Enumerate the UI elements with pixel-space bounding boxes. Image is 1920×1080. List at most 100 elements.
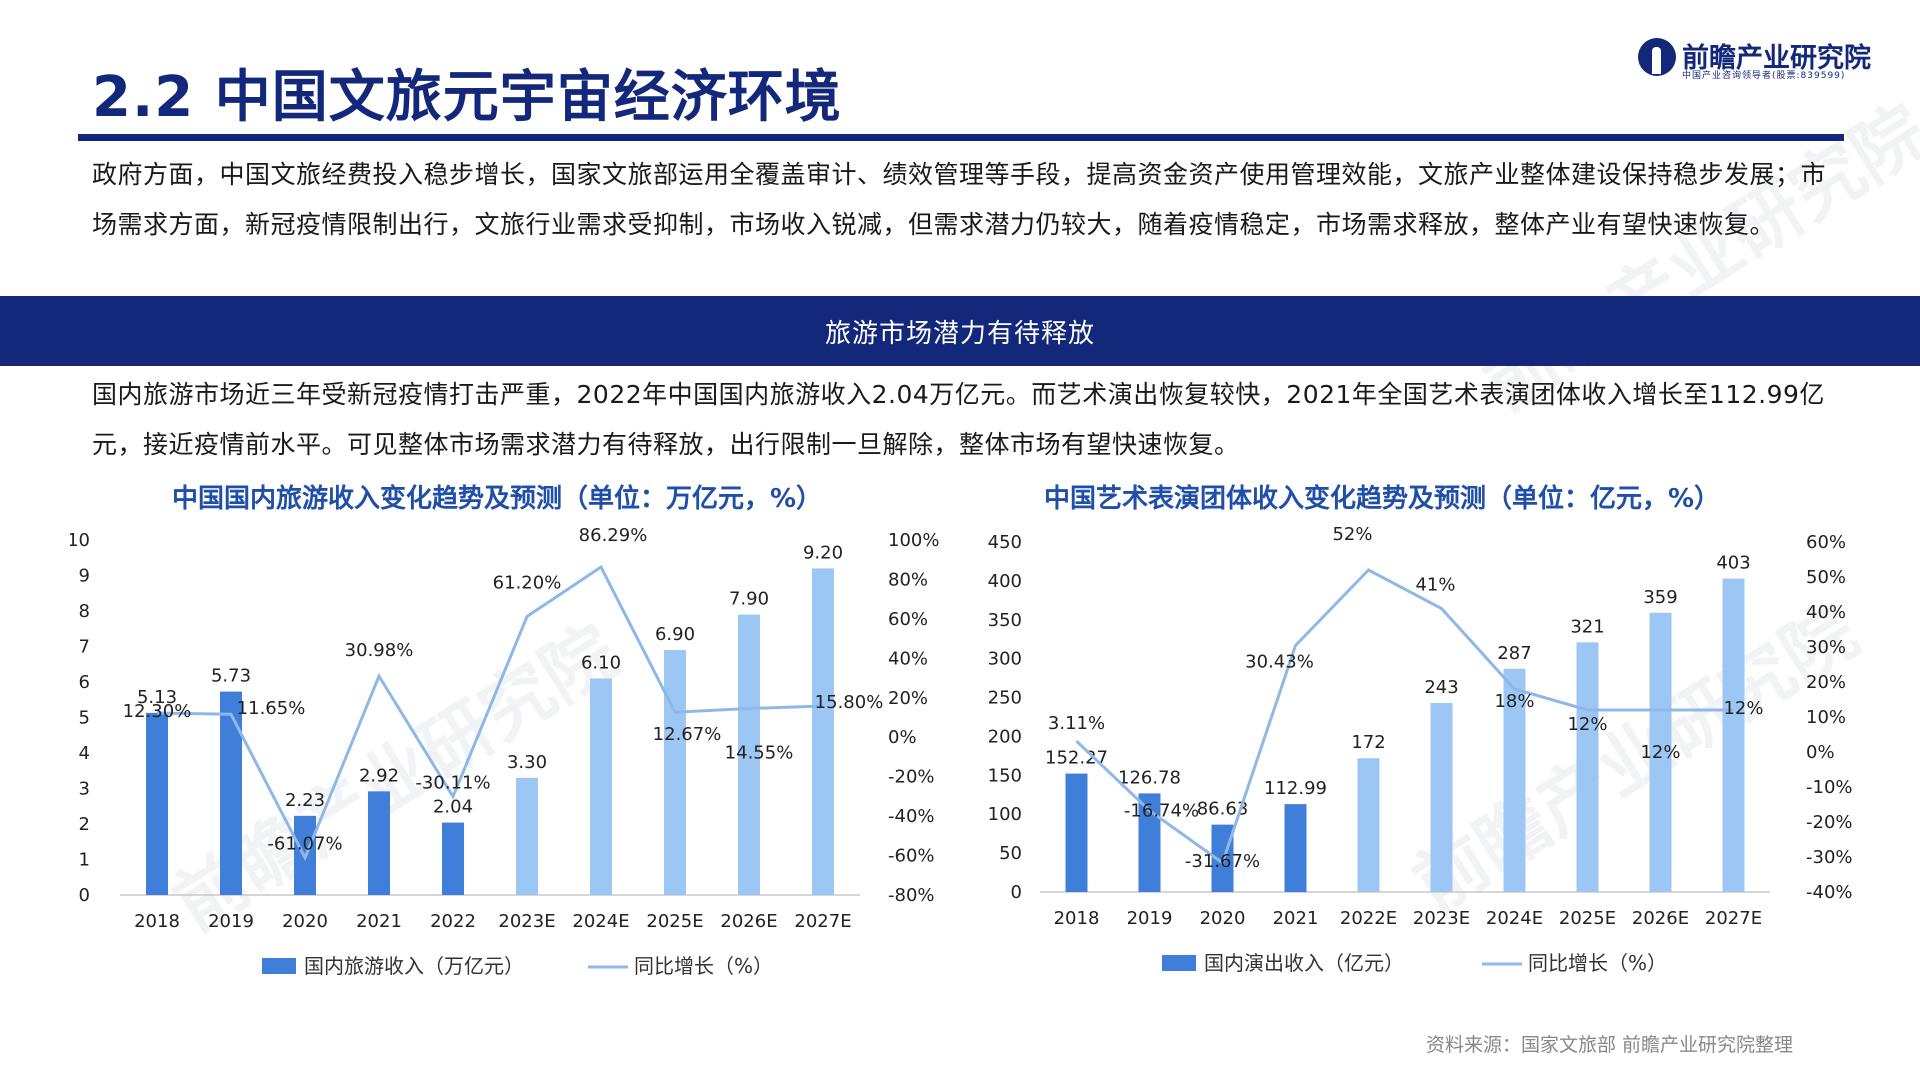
logo-tagline: 中国产业咨询领导者(股票:839599) xyxy=(1682,71,1846,81)
x-tick-label: 2023E xyxy=(1413,908,1470,929)
y-right-tick-label: 50% xyxy=(1806,567,1846,588)
bar-value-label: 2.23 xyxy=(285,790,325,811)
y-left-tick-label: 3 xyxy=(79,779,90,800)
y-left-tick-label: 50 xyxy=(999,843,1022,864)
y-left-tick-label: 250 xyxy=(988,688,1022,709)
y-right-tick-label: 80% xyxy=(888,569,928,590)
x-tick-label: 2022 xyxy=(430,911,476,932)
x-tick-label: 2018 xyxy=(1054,908,1100,929)
bar-value-label: 112.99 xyxy=(1264,778,1327,799)
x-tick-label: 2027E xyxy=(794,911,851,932)
y-right-tick-label: -80% xyxy=(888,885,935,906)
y-left-tick-label: 350 xyxy=(988,610,1022,631)
source-note: 资料来源：国家文旅部 前瞻产业研究院整理 xyxy=(1426,1034,1794,1056)
y-left-tick-label: 400 xyxy=(988,571,1022,592)
bar xyxy=(368,791,390,895)
y-right-tick-label: -60% xyxy=(888,846,935,867)
bar-value-label: 6.90 xyxy=(655,624,695,645)
bar xyxy=(146,712,168,895)
y-right-tick-label: 60% xyxy=(888,609,928,630)
section-heading-band: 旅游市场潜力有待释放 xyxy=(0,296,1920,366)
page-title: 2.2 中国文旅元宇宙经济环境 xyxy=(92,65,842,130)
bar xyxy=(590,678,612,895)
growth-value-label: -31.67% xyxy=(1185,851,1260,872)
bar xyxy=(1576,642,1599,892)
y-right-tick-label: 0% xyxy=(888,727,917,748)
bar-value-label: 359 xyxy=(1643,587,1677,608)
bar-value-label: 321 xyxy=(1570,616,1604,637)
x-tick-label: 2026E xyxy=(1632,908,1689,929)
bar xyxy=(516,777,538,895)
growth-value-label: 30.98% xyxy=(345,640,414,661)
bar xyxy=(1065,773,1088,892)
y-right-tick-label: 30% xyxy=(1806,637,1846,658)
growth-value-label: 12.67% xyxy=(653,724,722,745)
y-right-tick-label: -40% xyxy=(888,806,935,827)
bar xyxy=(1430,703,1453,892)
x-tick-label: 2022E xyxy=(1340,908,1397,929)
bar-value-label: 5.73 xyxy=(211,666,251,687)
bar-value-label: 2.04 xyxy=(433,797,473,818)
growth-value-label: 18% xyxy=(1494,691,1534,712)
growth-value-label: 86.29% xyxy=(579,525,648,546)
bar-value-label: 243 xyxy=(1424,677,1458,698)
y-right-tick-label: -20% xyxy=(1806,812,1853,833)
legend-bar-swatch xyxy=(1162,955,1196,971)
bar xyxy=(738,614,760,895)
y-left-tick-label: 300 xyxy=(988,649,1022,670)
x-tick-label: 2025E xyxy=(1559,908,1616,929)
y-right-tick-label: 0% xyxy=(1806,742,1835,763)
y-left-tick-label: 450 xyxy=(988,532,1022,553)
logo-icon xyxy=(1638,38,1676,76)
bar-value-label: 86.63 xyxy=(1197,799,1249,820)
y-left-tick-label: 7 xyxy=(79,637,90,658)
x-tick-label: 2023E xyxy=(498,911,555,932)
bar xyxy=(442,822,464,895)
title-divider xyxy=(78,134,1844,141)
legend-bar-swatch xyxy=(262,958,296,974)
y-left-tick-label: 150 xyxy=(988,765,1022,786)
y-left-tick-label: 0 xyxy=(1011,882,1022,903)
bar xyxy=(1649,612,1672,892)
growth-value-label: 30.43% xyxy=(1245,651,1314,672)
y-left-tick-label: 5 xyxy=(79,708,90,729)
logo-name: 前瞻产业研究院 xyxy=(1682,43,1871,74)
bar xyxy=(1284,804,1307,892)
bar xyxy=(1503,668,1526,892)
x-tick-label: 2021 xyxy=(356,911,402,932)
intro-paragraph: 政府方面，中国文旅经费投入稳步增长，国家文旅部运用全覆盖审计、绩效管理等手段，提… xyxy=(92,160,1827,239)
x-tick-label: 2019 xyxy=(1127,908,1173,929)
brand-logo: 前瞻产业研究院 中国产业咨询领导者(股票:839599) xyxy=(1636,36,1871,86)
bar-value-label: 126.78 xyxy=(1118,767,1181,788)
growth-value-label: 52% xyxy=(1332,524,1372,545)
growth-value-label: -16.74% xyxy=(1124,801,1199,822)
y-right-tick-label: -10% xyxy=(1806,777,1853,798)
bar xyxy=(1138,793,1161,892)
x-tick-label: 2024E xyxy=(1486,908,1543,929)
y-right-tick-label: 20% xyxy=(888,688,928,709)
y-left-tick-label: 9 xyxy=(79,566,90,587)
tourism-revenue-chart: 0 1 2 3 4 5 6 7 8 9 10 -80% -60% -40% -20% 0% 20% 40% 60% 8… xyxy=(70,525,939,978)
y-right-tick-label: -40% xyxy=(1806,882,1853,903)
y-left-tick-label: 6 xyxy=(79,672,90,693)
x-tick-label: 2019 xyxy=(208,911,254,932)
legend-line-label: 同比增长（%） xyxy=(1528,951,1667,975)
x-tick-label: 2020 xyxy=(1200,908,1246,929)
growth-value-label: 61.20% xyxy=(493,573,562,594)
bar xyxy=(664,650,686,895)
bar-value-label: 152.27 xyxy=(1045,748,1108,769)
bar xyxy=(1722,578,1745,892)
y-right-tick-label: 100% xyxy=(888,530,939,551)
bar-value-label: 287 xyxy=(1497,643,1531,664)
y-right-tick-label: 60% xyxy=(1806,532,1846,553)
y-right-tick-label: 20% xyxy=(1806,672,1846,693)
section-paragraph: 国内旅游市场近三年受新冠疫情打击严重，2022年中国国内旅游收入2.04万亿元。… xyxy=(92,380,1825,459)
growth-line xyxy=(156,564,824,862)
section-heading: 旅游市场潜力有待释放 xyxy=(824,318,1095,349)
y-left-tick-label: 1 xyxy=(79,850,90,871)
chart-title-tourism: 中国国内旅游收入变化趋势及预测（单位：万亿元，%） xyxy=(172,484,823,514)
y-left-tick-label: 10 xyxy=(70,530,90,551)
x-tick-label: 2027E xyxy=(1705,908,1762,929)
growth-value-label: 12% xyxy=(1567,714,1607,735)
y-right-tick-label: 40% xyxy=(888,648,928,669)
